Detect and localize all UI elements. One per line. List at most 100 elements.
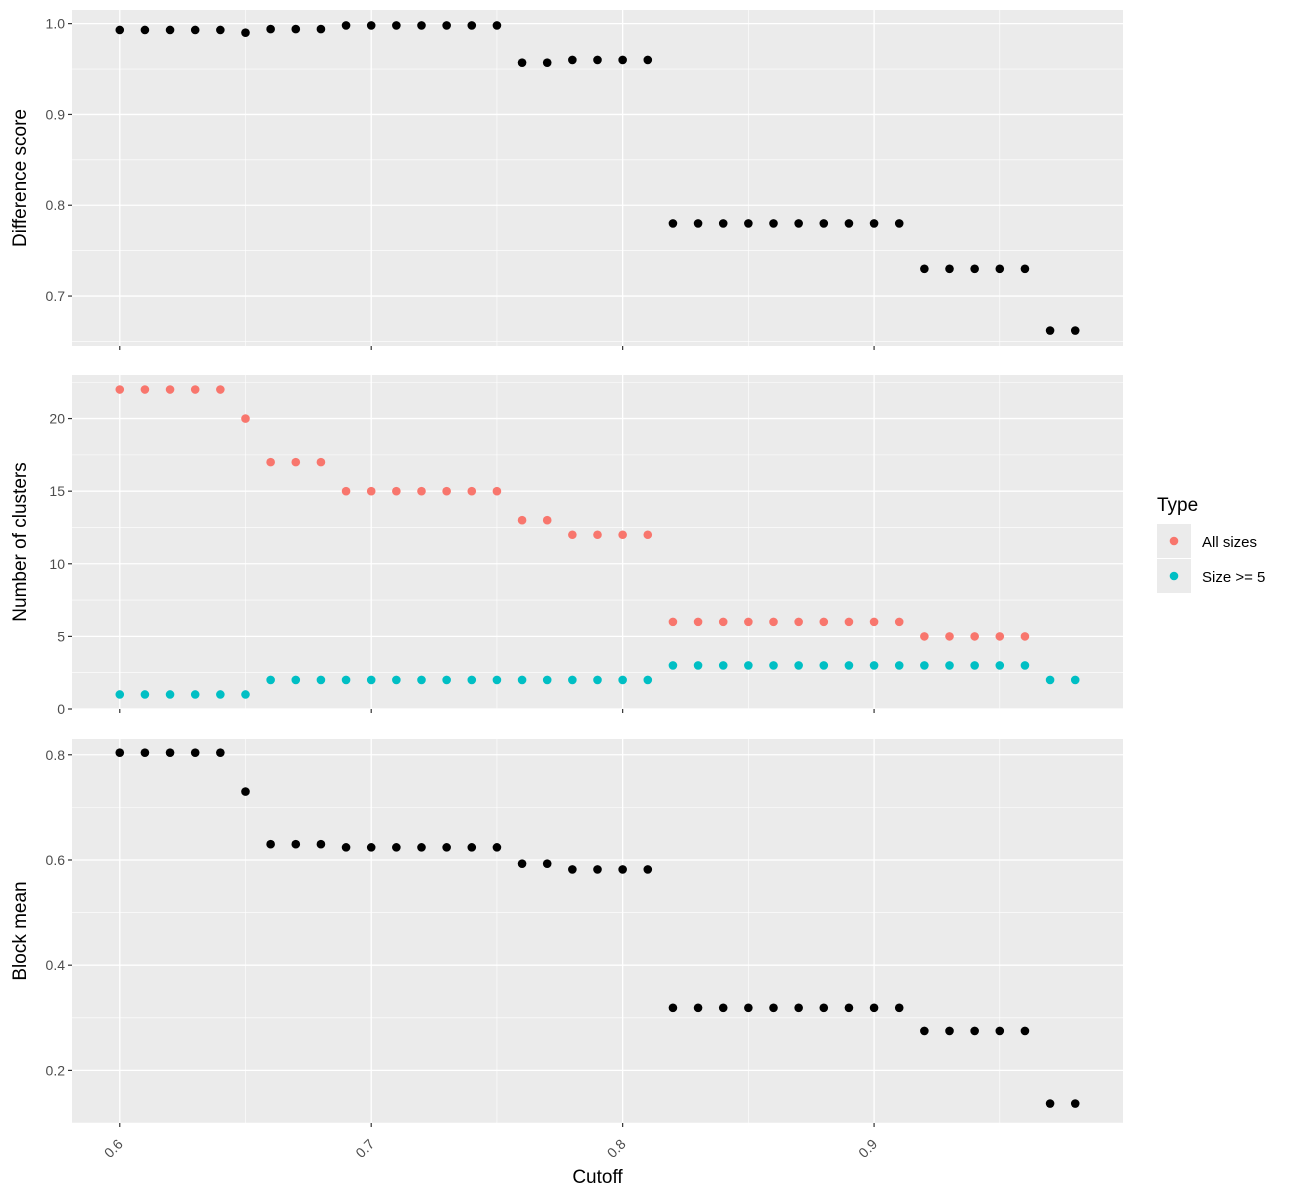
- data-point: [165, 748, 175, 757]
- y-tick-label: 0.8: [46, 197, 66, 213]
- y-tick-label: 20: [49, 411, 65, 427]
- data-point: [417, 675, 426, 685]
- data-point: [618, 530, 627, 540]
- data-point: [568, 55, 577, 65]
- data-point: [216, 385, 225, 394]
- y-tick-label: 15: [49, 483, 65, 499]
- data-point: [945, 1026, 954, 1036]
- y-tick-label: 0: [57, 701, 65, 717]
- data-point: [668, 219, 678, 228]
- panel-background: [72, 10, 1123, 346]
- data-point: [945, 632, 954, 641]
- data-point: [392, 843, 401, 852]
- data-point: [542, 58, 552, 67]
- x-tick-label: 0.6: [101, 1136, 126, 1161]
- data-point: [945, 264, 954, 274]
- data-point: [920, 661, 929, 670]
- data-point: [995, 632, 1005, 641]
- data-point: [140, 690, 150, 699]
- data-point: [970, 661, 979, 670]
- data-point: [417, 486, 426, 496]
- data-point: [115, 385, 125, 394]
- data-point: [920, 264, 929, 274]
- y-axis-title: Difference score: [10, 109, 31, 247]
- x-tick-label: 0.9: [855, 1136, 880, 1161]
- y-tick-label: 0.9: [46, 106, 66, 122]
- panel-3: 0.2 0.4 0.6 0.8 Block mean: [10, 739, 1123, 1127]
- data-point: [894, 219, 904, 228]
- data-point: [241, 414, 250, 423]
- data-point: [744, 219, 753, 228]
- data-point: [216, 690, 225, 699]
- data-point: [442, 486, 451, 496]
- legend-item-label: All sizes: [1202, 534, 1257, 551]
- data-point: [216, 25, 225, 35]
- data-point: [341, 675, 351, 685]
- y-axis-title: Number of clusters: [10, 462, 31, 621]
- data-point: [115, 690, 125, 699]
- data-point: [1045, 1099, 1055, 1108]
- data-point: [467, 675, 477, 685]
- data-point: [1020, 264, 1030, 274]
- data-point: [241, 28, 250, 38]
- data-point: [769, 1003, 778, 1013]
- data-point: [1020, 661, 1030, 670]
- data-point: [995, 1026, 1005, 1036]
- x-tick-label: 0.7: [352, 1136, 377, 1161]
- data-point: [744, 661, 753, 670]
- x-axis-title: Cutoff: [572, 1167, 623, 1188]
- y-tick-label: 0.7: [46, 288, 66, 304]
- y-tick-label: 10: [49, 556, 65, 572]
- data-point: [794, 617, 803, 627]
- data-point: [920, 632, 929, 641]
- data-point: [844, 219, 854, 228]
- data-point: [492, 21, 502, 30]
- data-point: [794, 661, 803, 670]
- data-point: [794, 1003, 803, 1013]
- data-point: [945, 661, 954, 670]
- data-point: [467, 486, 477, 496]
- data-point: [1070, 675, 1080, 685]
- data-point: [241, 787, 250, 796]
- legend: Type All sizes Size >= 5: [1157, 495, 1265, 593]
- data-point: [517, 58, 527, 67]
- data-point: [467, 21, 477, 30]
- data-point: [291, 457, 301, 467]
- data-point: [668, 617, 678, 627]
- data-point: [894, 661, 904, 670]
- data-point: [869, 1003, 879, 1013]
- legend-title: Type: [1157, 495, 1198, 516]
- data-point: [995, 661, 1005, 670]
- data-point: [517, 515, 527, 525]
- data-point: [869, 661, 879, 670]
- data-point: [894, 1003, 904, 1013]
- data-point: [190, 25, 200, 35]
- data-point: [115, 748, 125, 757]
- data-point: [542, 515, 552, 525]
- data-point: [568, 530, 577, 540]
- data-point: [819, 219, 829, 228]
- data-point: [392, 21, 401, 30]
- data-point: [970, 1026, 979, 1036]
- data-point: [140, 748, 150, 757]
- data-point: [718, 219, 728, 228]
- data-point: [970, 264, 979, 274]
- data-point: [341, 843, 351, 852]
- data-point: [643, 55, 653, 65]
- data-point: [442, 21, 451, 30]
- y-tick-label: 0.8: [46, 747, 66, 763]
- data-point: [718, 661, 728, 670]
- data-point: [266, 675, 275, 685]
- data-point: [718, 1003, 728, 1013]
- data-point: [819, 1003, 829, 1013]
- data-point: [568, 675, 577, 685]
- data-point: [366, 21, 376, 30]
- data-point: [442, 675, 451, 685]
- data-point: [341, 486, 351, 496]
- legend-key-marker: [1169, 571, 1179, 581]
- data-point: [366, 486, 376, 496]
- data-point: [316, 457, 326, 467]
- y-tick-label: 5: [57, 628, 65, 644]
- data-point: [291, 24, 301, 34]
- legend-item-label: Size >= 5: [1202, 569, 1265, 586]
